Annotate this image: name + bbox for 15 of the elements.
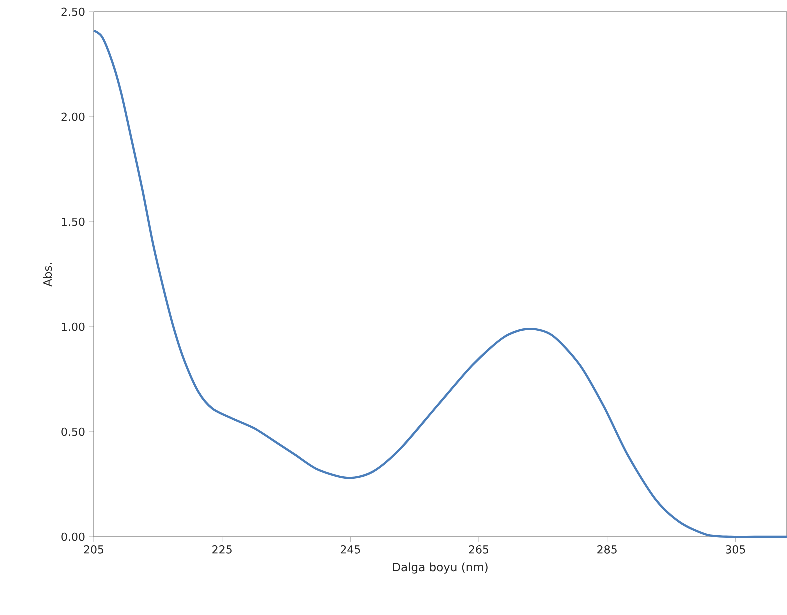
x-tick-label: 285: [598, 546, 617, 554]
y-tick-label: 1.00: [62, 322, 85, 332]
line-series: [92, 30, 787, 538]
x-tick-label: 245: [340, 546, 360, 554]
x-tick-label: 205: [84, 546, 104, 554]
y-tick-label: 0.00: [62, 532, 85, 542]
x-tick-label: 225: [212, 546, 232, 554]
y-axis-title: Abs.: [43, 263, 52, 287]
x-tick-label: 305: [726, 546, 746, 554]
y-tick-label: 0.50: [62, 428, 85, 436]
y-tick-label: 1.50: [62, 218, 85, 226]
x-axis-title: Dalga boyu (nm): [393, 562, 488, 574]
y-tick-label: 2.50: [62, 8, 85, 16]
y-tick-label: 2.00: [62, 112, 85, 122]
x-tick-label: 265: [469, 546, 489, 554]
